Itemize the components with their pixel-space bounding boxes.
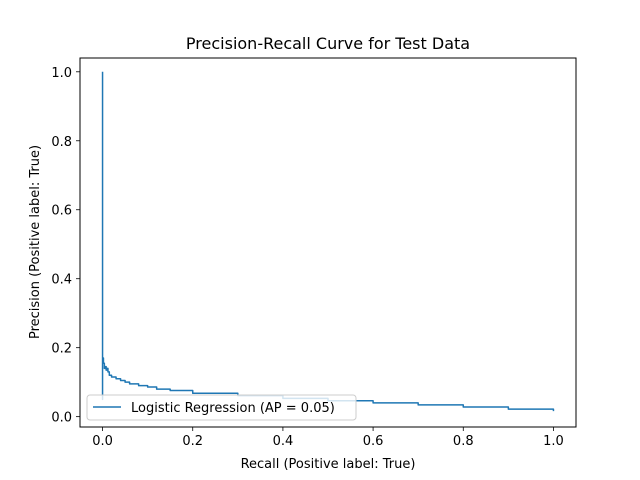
y-axis-ticks: 0.0 0.2 0.4 0.6 0.8 1.0 (51, 66, 80, 426)
legend: Logistic Regression (AP = 0.05) (86, 394, 357, 421)
y-tick-label: 0.6 (51, 204, 72, 219)
y-tick-label: 1.0 (51, 66, 72, 81)
x-axis-ticks: 0.0 0.2 0.4 0.6 0.8 1.0 (92, 427, 564, 449)
x-tick-label: 0.0 (92, 434, 113, 449)
y-tick-label: 0.2 (51, 342, 72, 357)
x-tick-label: 0.2 (182, 434, 203, 449)
plot-area-frame (79, 57, 577, 428)
series-line-0 (101, 71, 555, 412)
x-tick-label: 0.8 (453, 434, 474, 449)
series-layer (101, 71, 555, 412)
legend-label: Logistic Regression (AP = 0.05) (131, 401, 335, 416)
y-tick-label: 0.8 (51, 135, 72, 150)
x-tick-label: 0.6 (363, 434, 384, 449)
legend-box (86, 394, 357, 421)
y-tick-label: 0.0 (51, 411, 72, 426)
x-tick-label: 1.0 (543, 434, 564, 449)
x-tick-label: 0.4 (273, 434, 294, 449)
y-tick-label: 0.4 (51, 273, 72, 288)
x-axis-label: Recall (Positive label: True) (241, 457, 416, 472)
y-axis-label: Precision (Positive label: True) (28, 145, 43, 339)
chart-title: Precision-Recall Curve for Test Data (186, 34, 470, 53)
